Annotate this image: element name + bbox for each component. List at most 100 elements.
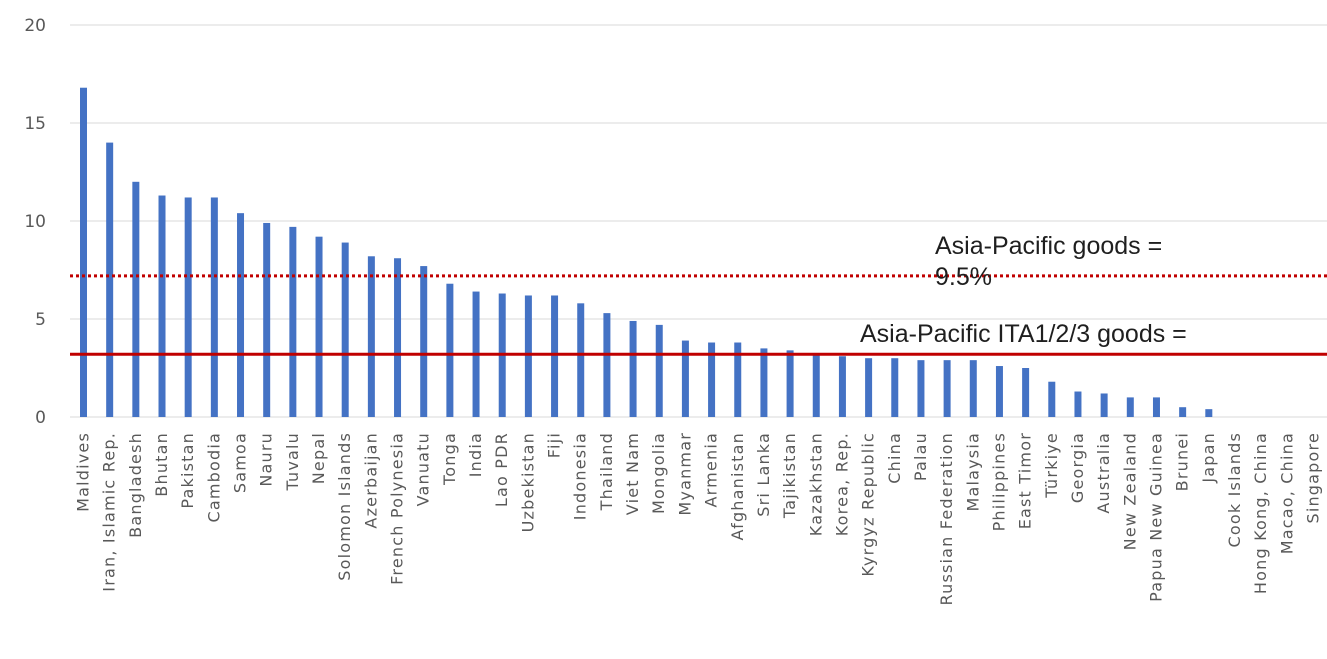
bar-australia <box>1100 393 1108 417</box>
x-tick-label: Myanmar <box>675 432 694 516</box>
x-tick-label: Russian Federation <box>937 432 956 606</box>
x-tick-label: Macao, China <box>1277 432 1296 554</box>
bar-nauru <box>263 222 271 417</box>
x-tick-label: Nauru <box>257 432 276 487</box>
x-tick-label: Afghanistan <box>728 432 747 540</box>
bar-georgia <box>1074 391 1082 417</box>
x-tick-label: Samoa <box>231 432 250 493</box>
x-tick-label: Maldives <box>74 432 93 512</box>
x-tick-label: Tajikistan <box>780 432 799 519</box>
y-tick-label: 20 <box>24 16 46 36</box>
bar-azerbaijan <box>367 256 375 417</box>
x-tick-label: New Zealand <box>1120 432 1139 550</box>
x-tick-label: Bhutan <box>152 432 171 497</box>
x-tick-label: Tonga <box>440 432 459 486</box>
x-tick-label: Kyrgyz Republic <box>859 432 878 577</box>
bar-russian-federation <box>943 360 951 417</box>
x-tick-label: Fiji <box>545 432 564 458</box>
bar-mongolia <box>655 324 663 417</box>
x-tick-label: Sri Lanka <box>754 432 773 517</box>
bar-french-polynesia <box>394 258 402 417</box>
x-tick-label: French Polynesia <box>388 432 407 585</box>
bar-thailand <box>603 313 611 417</box>
bar-japan <box>1205 409 1213 417</box>
bar-bangladesh <box>132 181 140 417</box>
y-tick-label: 5 <box>35 310 46 330</box>
bar-kyrgyz-republic <box>865 358 873 417</box>
x-tick-label: Korea, Rep. <box>832 432 851 536</box>
x-tick-label: Brunei <box>1173 432 1192 491</box>
bar-maldives <box>80 87 87 417</box>
x-tick-label: Australia <box>1094 432 1113 514</box>
x-tick-label: Singapore <box>1303 432 1322 524</box>
x-tick-label: Kazakhstan <box>806 432 825 536</box>
x-tick-label: Thailand <box>597 432 616 511</box>
bar-palau <box>917 360 925 417</box>
bar-east-timor <box>1022 368 1030 417</box>
x-tick-label: Türkiye <box>1042 432 1061 499</box>
bar-bhutan <box>158 195 166 417</box>
x-tick-label: India <box>466 432 485 477</box>
bar-sri-lanka <box>760 348 768 417</box>
x-tick-label: Philippines <box>989 432 1008 531</box>
bar-china <box>891 358 899 417</box>
bar-brunei <box>1179 407 1187 417</box>
x-axis-ticks: Maldives Iran, Islamic Rep. Bangladesh Bhut… <box>74 432 1323 606</box>
x-tick-label: Armenia <box>702 432 721 507</box>
x-tick-label: Indonesia <box>571 432 590 520</box>
bar-korea-rep- <box>838 356 846 417</box>
x-tick-label: Pakistan <box>178 432 197 509</box>
reference-line-label: Asia-Pacific goods = <box>935 232 1162 260</box>
bar-papua-new-guinea <box>1152 397 1160 417</box>
bar-new-zealand <box>1126 397 1134 417</box>
reference-line-label: Asia-Pacific ITA1/2/3 goods = <box>860 320 1187 348</box>
x-tick-label: Solomon Islands <box>335 432 354 581</box>
bar-indonesia <box>577 303 585 417</box>
x-tick-label: Vanuatu <box>414 432 433 506</box>
bar-tajikistan <box>786 350 794 417</box>
y-tick-label: 0 <box>35 408 46 428</box>
x-tick-label: Tuvalu <box>283 432 302 492</box>
x-tick-label: Cambodia <box>204 432 223 523</box>
bar-t-rkiye <box>1048 381 1056 417</box>
bar-fiji <box>551 295 559 417</box>
y-tick-label: 15 <box>24 114 46 134</box>
bar-pakistan <box>184 197 192 417</box>
x-tick-label: Azerbaijan <box>361 432 380 529</box>
bar-tuvalu <box>289 226 297 417</box>
x-tick-label: Iran, Islamic Rep. <box>100 432 119 592</box>
bar-tonga <box>446 283 454 417</box>
bar-viet-nam <box>629 320 637 417</box>
bar-vanuatu <box>420 266 428 417</box>
x-tick-label: Malaysia <box>963 432 982 512</box>
x-tick-label: Japan <box>1199 432 1218 484</box>
bar-samoa <box>237 213 245 417</box>
y-tick-label: 10 <box>24 212 46 232</box>
x-tick-label: Cook Islands <box>1225 432 1244 547</box>
x-tick-label: Mongolia <box>649 432 668 514</box>
x-tick-label: Georgia <box>1068 432 1087 503</box>
x-tick-label: Bangladesh <box>126 432 145 538</box>
bar-kazakhstan <box>812 354 820 417</box>
x-tick-label: Papua New Guinea <box>1146 432 1165 602</box>
bar-malaysia <box>969 360 977 417</box>
reference-lines: Asia-Pacific goods = 9.5% Asia-Pacific ITA… <box>70 232 1327 356</box>
x-tick-label: Hong Kong, China <box>1251 432 1270 594</box>
bar-nepal <box>315 236 323 417</box>
bar-philippines <box>995 366 1003 417</box>
bar-iran-islamic-rep- <box>106 142 114 417</box>
x-tick-label: Nepal <box>309 432 328 484</box>
x-tick-label: Palau <box>911 432 930 481</box>
bar-cambodia <box>210 197 218 417</box>
x-tick-label: East Timor <box>1016 432 1035 529</box>
gridlines <box>70 24 1327 418</box>
bar-uzbekistan <box>524 295 532 417</box>
bar-solomon-islands <box>341 242 349 417</box>
bar-armenia <box>708 342 716 417</box>
x-tick-label: Viet Nam <box>623 432 642 515</box>
bar-afghanistan <box>734 342 742 417</box>
x-tick-label: Lao PDR <box>492 432 511 507</box>
y-axis-ticks: 0 5 10 15 20 <box>24 16 46 428</box>
x-tick-label: Uzbekistan <box>518 432 537 532</box>
